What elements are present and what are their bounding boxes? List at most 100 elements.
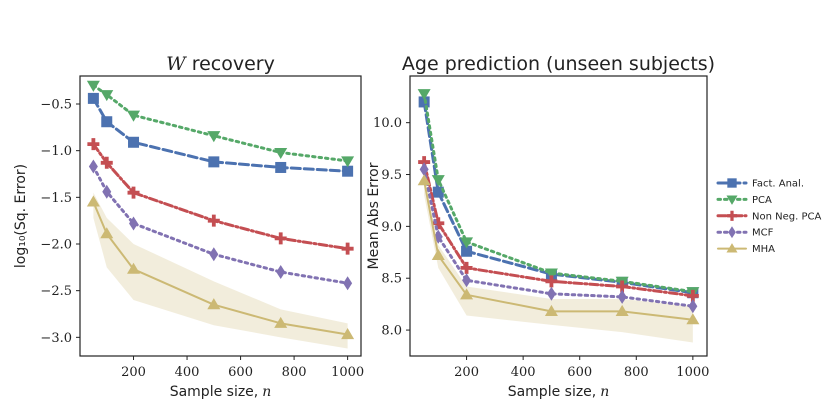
x-tick-label: 600 bbox=[228, 365, 253, 380]
data-point-fact-anal bbox=[461, 245, 473, 257]
data-point-fact-anal bbox=[275, 161, 287, 173]
plot-area bbox=[417, 89, 700, 343]
series-fact-anal bbox=[87, 92, 354, 177]
series-mcf bbox=[88, 159, 353, 291]
series-mha bbox=[86, 195, 355, 340]
series-line-mcf bbox=[91, 165, 350, 285]
data-point-non-neg-pca bbox=[100, 156, 113, 169]
data-point-mha bbox=[615, 304, 629, 316]
data-point-fact-anal bbox=[128, 136, 140, 148]
data-point-non-neg-pca bbox=[127, 186, 140, 199]
series-line-fact-anal bbox=[91, 96, 350, 173]
data-point-non-neg-pca bbox=[616, 280, 629, 293]
x-tick-label: 200 bbox=[454, 365, 479, 380]
data-point-mha bbox=[100, 227, 114, 239]
y-axis-label: log₁₀(Sq. Error) bbox=[13, 164, 29, 268]
x-tick-label: 400 bbox=[511, 365, 536, 380]
confidence-band-mha bbox=[93, 192, 348, 349]
y-tick-label: 8.0 bbox=[381, 324, 402, 339]
series-line-non-neg-pca bbox=[422, 160, 695, 298]
series-line-pca bbox=[91, 83, 350, 163]
y-tick-label: 10.0 bbox=[373, 116, 402, 131]
x-axis-label-var: n bbox=[262, 384, 271, 400]
data-point-mha bbox=[127, 262, 141, 274]
series-line-non-neg-pca bbox=[91, 142, 350, 251]
chart-title: Age prediction (unseen subjects) bbox=[402, 53, 715, 75]
data-point-pca bbox=[460, 237, 474, 249]
chart-title-text: recovery bbox=[192, 53, 275, 75]
data-point-non-neg-pca bbox=[418, 156, 431, 169]
data-point-mcf bbox=[462, 273, 472, 288]
legend-item-fact-anal: Fact. Anal. bbox=[716, 178, 804, 190]
y-tick-label: 8.5 bbox=[381, 272, 402, 287]
legend-marker bbox=[728, 226, 736, 239]
x-axis-label-text: Sample size, bbox=[170, 384, 259, 400]
axes-frame bbox=[79, 75, 362, 357]
data-point-pca bbox=[207, 131, 221, 143]
data-point-pca bbox=[100, 90, 114, 102]
data-point-mha bbox=[274, 316, 288, 328]
data-point-pca bbox=[417, 89, 431, 101]
data-point-non-neg-pca bbox=[341, 242, 354, 255]
data-point-mcf bbox=[129, 216, 139, 231]
data-point-non-neg-pca bbox=[686, 289, 699, 302]
series-mcf bbox=[419, 162, 698, 314]
series-pca bbox=[417, 89, 700, 299]
data-point-pca bbox=[274, 147, 288, 160]
y-tick-label: −0.5 bbox=[40, 98, 72, 113]
legend-label: MHA bbox=[752, 244, 775, 255]
legend-label: MCF bbox=[752, 228, 774, 239]
axes-frame bbox=[409, 75, 708, 357]
data-point-mcf bbox=[209, 247, 219, 262]
series-mha bbox=[417, 174, 700, 325]
y-tick-label: −3.0 bbox=[40, 331, 72, 346]
data-point-fact-anal bbox=[208, 156, 220, 168]
y-tick-label: −1.0 bbox=[40, 144, 72, 159]
data-point-mha bbox=[417, 174, 431, 186]
confidence-band-mha bbox=[424, 174, 693, 343]
series-pca bbox=[86, 80, 355, 168]
y-tick-label: −2.5 bbox=[40, 284, 72, 299]
series-non-neg-pca bbox=[87, 138, 354, 255]
data-point-mcf bbox=[688, 299, 698, 314]
data-point-pca bbox=[341, 156, 355, 168]
data-point-mha bbox=[431, 248, 445, 260]
legend-label: PCA bbox=[752, 195, 772, 206]
data-point-pca bbox=[544, 268, 558, 280]
plot-area bbox=[86, 80, 355, 349]
legend-item-mcf: MCF bbox=[716, 226, 774, 239]
legend-marker bbox=[726, 195, 738, 205]
series-line-mha bbox=[92, 201, 349, 336]
y-tick-label: 9.0 bbox=[381, 220, 402, 235]
legend-item-pca: PCA bbox=[716, 195, 772, 206]
chart-title-symbol: W bbox=[166, 53, 187, 75]
data-point-mha bbox=[686, 313, 700, 325]
data-point-non-neg-pca bbox=[87, 138, 100, 151]
x-tick-label: 600 bbox=[567, 365, 592, 380]
data-point-fact-anal bbox=[342, 165, 354, 177]
data-point-non-neg-pca bbox=[274, 232, 287, 245]
data-point-mcf bbox=[88, 159, 98, 174]
series-line-pca bbox=[422, 92, 695, 294]
data-point-non-neg-pca bbox=[207, 214, 220, 227]
x-axis-label: Sample size, n bbox=[170, 384, 272, 400]
data-point-mcf bbox=[419, 162, 429, 177]
data-point-mcf bbox=[617, 289, 627, 304]
data-point-mha bbox=[341, 328, 355, 340]
x-tick-label: 1000 bbox=[676, 365, 709, 380]
y-tick-label: −1.5 bbox=[40, 191, 72, 206]
data-point-mcf bbox=[276, 265, 286, 279]
x-tick-label: 200 bbox=[121, 365, 146, 380]
y-tick-label: −2.0 bbox=[40, 238, 72, 253]
data-point-fact-anal bbox=[87, 92, 99, 104]
data-point-mha bbox=[86, 195, 100, 207]
series-non-neg-pca bbox=[418, 156, 699, 302]
data-point-fact-anal bbox=[432, 186, 444, 198]
data-point-non-neg-pca bbox=[432, 217, 445, 230]
x-tick-label: 1000 bbox=[331, 365, 364, 380]
legend-marker bbox=[727, 178, 737, 188]
data-point-mha bbox=[544, 304, 558, 316]
data-point-pca bbox=[127, 110, 141, 122]
